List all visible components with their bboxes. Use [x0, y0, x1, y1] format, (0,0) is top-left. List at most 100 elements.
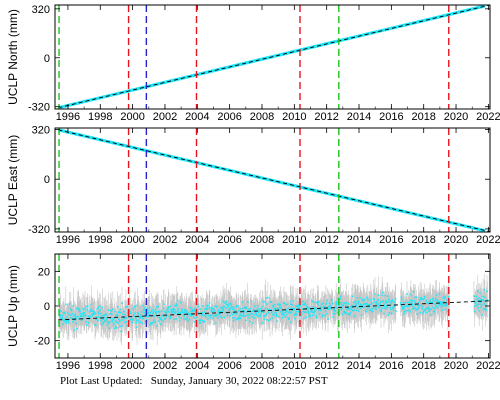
data-point — [298, 306, 300, 308]
data-point — [307, 311, 310, 313]
data-point — [289, 300, 292, 303]
data-point — [73, 329, 75, 332]
data-point — [242, 313, 245, 316]
data-point — [372, 297, 374, 300]
x-tick-label: 1996 — [56, 111, 80, 123]
data-point — [482, 308, 485, 311]
x-tick-label: 2016 — [379, 360, 403, 372]
data-point — [444, 308, 447, 311]
plot-updated-timestamp: Sunday, January 30, 2022 08:22:57 PST — [150, 375, 328, 387]
data-point — [63, 311, 66, 314]
data-point — [142, 304, 144, 307]
data-point — [297, 307, 299, 310]
data-point — [362, 306, 364, 308]
data-point — [210, 314, 212, 316]
data-point — [245, 319, 247, 322]
data-point — [178, 311, 180, 314]
data-point — [203, 320, 205, 323]
data-point — [131, 321, 134, 324]
data-point — [417, 304, 419, 307]
data-point — [87, 322, 90, 324]
data-point — [370, 303, 372, 306]
data-point — [335, 303, 338, 306]
data-point — [361, 303, 363, 306]
data-point — [373, 301, 376, 303]
data-point — [313, 312, 316, 315]
data-point — [280, 312, 283, 315]
data-point — [140, 315, 142, 318]
data-point — [346, 308, 348, 310]
data-point — [214, 305, 216, 307]
data-point — [379, 303, 382, 305]
data-point — [354, 304, 357, 307]
x-tick-label: 2008 — [250, 360, 274, 372]
data-point — [82, 317, 85, 320]
data-point — [358, 301, 360, 303]
data-point — [120, 324, 123, 327]
data-point — [119, 325, 121, 328]
data-point — [403, 312, 405, 315]
x-tick-label: 1996 — [56, 360, 80, 372]
data-point — [116, 327, 118, 329]
data-point — [126, 324, 128, 327]
data-point — [421, 298, 423, 301]
data-point — [314, 307, 316, 309]
data-point — [206, 308, 209, 310]
x-tick-label: 2006 — [217, 234, 241, 246]
data-point — [382, 291, 384, 294]
data-point — [108, 321, 111, 323]
data-point — [108, 327, 110, 329]
data-point — [412, 291, 415, 293]
data-point — [480, 306, 482, 308]
data-point — [326, 299, 329, 302]
data-point — [252, 309, 255, 311]
data-point — [140, 311, 143, 313]
data-point — [154, 308, 157, 310]
data-point — [351, 295, 354, 298]
x-tick-label: 2018 — [411, 234, 435, 246]
data-point — [381, 307, 384, 309]
data-point — [275, 311, 277, 314]
data-point — [197, 311, 199, 314]
x-tick-label: 2010 — [282, 360, 306, 372]
data-point — [386, 306, 389, 309]
data-point — [61, 317, 63, 320]
data-point — [165, 313, 167, 315]
data-point — [371, 302, 373, 304]
data-point — [416, 303, 418, 306]
data-point — [377, 294, 380, 297]
data-point — [114, 320, 117, 322]
data-point — [167, 308, 169, 310]
data-point — [146, 312, 149, 315]
data-point — [96, 308, 99, 310]
x-tick-label: 2022 — [476, 234, 500, 246]
data-point — [168, 314, 171, 317]
data-point — [190, 310, 192, 313]
data-point — [321, 303, 323, 306]
data-point — [72, 304, 75, 307]
data-point — [267, 296, 269, 299]
data-point — [387, 295, 389, 297]
data-point — [391, 299, 394, 301]
data-point — [376, 303, 379, 305]
data-point — [275, 315, 278, 317]
data-point — [246, 301, 249, 303]
data-point — [421, 307, 424, 310]
data-point — [284, 316, 287, 318]
data-point — [217, 313, 219, 316]
error-bar-lines — [58, 273, 488, 346]
data-point — [417, 301, 420, 304]
data-point — [384, 307, 387, 310]
data-point — [102, 318, 104, 320]
data-point — [384, 294, 387, 297]
data-point — [83, 311, 86, 314]
data-point — [281, 316, 284, 319]
data-point — [137, 312, 139, 314]
data-point — [316, 301, 319, 303]
data-point — [287, 316, 289, 319]
data-point — [419, 311, 422, 314]
data-point — [475, 304, 478, 307]
data-point — [93, 312, 95, 314]
data-point — [274, 304, 276, 306]
data-point — [255, 311, 257, 314]
